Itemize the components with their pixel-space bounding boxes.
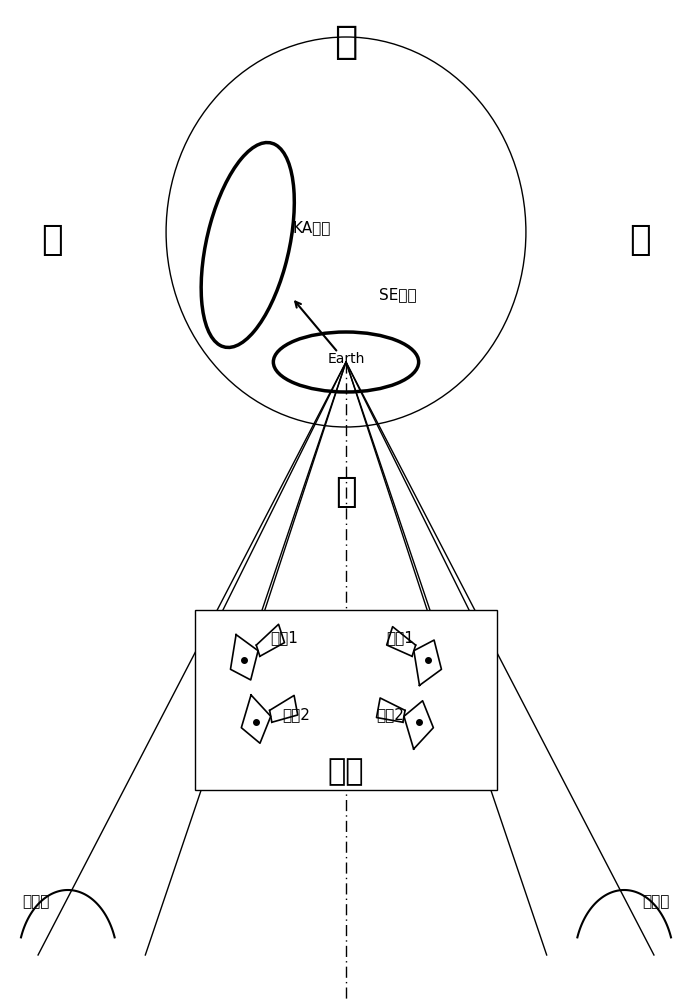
Text: 馈源1: 馈源1 xyxy=(270,631,298,646)
Text: 东天线: 东天线 xyxy=(642,894,670,910)
Text: 北: 北 xyxy=(334,23,358,61)
Text: 卫星: 卫星 xyxy=(328,758,364,786)
Text: 西: 西 xyxy=(41,223,63,257)
Text: 南: 南 xyxy=(335,475,357,509)
Text: 西天线: 西天线 xyxy=(22,894,50,910)
Text: KA波束: KA波束 xyxy=(292,221,330,235)
Text: 馈源1: 馈源1 xyxy=(386,631,414,646)
Text: 馈源2: 馈源2 xyxy=(282,708,310,722)
Text: SE波束: SE波束 xyxy=(379,288,417,302)
Text: 馈源2: 馈源2 xyxy=(376,708,403,722)
Text: Earth: Earth xyxy=(327,352,365,366)
Bar xyxy=(195,610,497,790)
Text: 东: 东 xyxy=(629,223,651,257)
